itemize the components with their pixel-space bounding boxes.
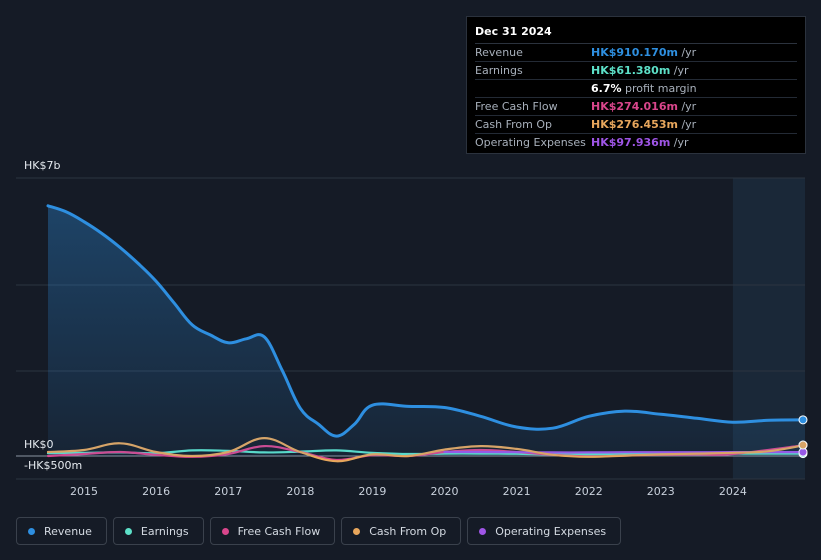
legend-dot-icon (28, 527, 35, 535)
legend-dot-icon (124, 527, 132, 535)
tooltip-row-label: Cash From Op (475, 118, 553, 131)
x-tick-2018: 2018 (286, 485, 314, 498)
series-lines (46, 204, 808, 463)
legend-dot-icon (479, 527, 487, 535)
tooltip-row-label (475, 80, 591, 97)
x-tick-2015: 2015 (70, 485, 98, 498)
x-axis: 2015 2016 2017 2018 2019 2020 2021 2022 2023 2024 (70, 485, 747, 498)
tooltip-row-label: Revenue (475, 46, 523, 59)
tooltip-row-value: 6.7% profit margin (591, 82, 697, 95)
legend-item-operating-expenses[interactable]: Operating Expenses (467, 517, 622, 545)
x-tick-2017: 2017 (214, 485, 242, 498)
legend-label: Operating Expenses (495, 524, 607, 538)
data-tooltip: Dec 31 2024 Revenue HK$910.170m /yr Earnin… (466, 16, 806, 154)
tooltip-row: Operating Expenses HK$97.936m /yr (475, 134, 797, 151)
tooltip-row-value: HK$274.016m /yr (591, 100, 697, 113)
legend-label: Revenue (44, 524, 92, 538)
legend-dot-icon (353, 527, 361, 535)
tooltip-row: Earnings HK$61.380m /yr (475, 62, 797, 80)
tooltip-row: Free Cash Flow HK$274.016m /yr (475, 98, 797, 116)
legend-item-earnings[interactable]: Earnings (112, 517, 204, 545)
x-tick-2016: 2016 (142, 485, 170, 498)
y-axis-label-zero: HK$0 (24, 438, 54, 451)
tooltip-row-label: Earnings (475, 64, 523, 77)
tooltip-row-value: HK$910.170m /yr (591, 46, 697, 59)
legend-label: Earnings (140, 524, 189, 538)
tooltip-row-value: HK$276.453m /yr (591, 118, 697, 131)
tooltip-row-label: Operating Expenses (475, 136, 586, 149)
revenue-end-marker (798, 415, 808, 425)
legend-item-revenue[interactable]: Revenue (16, 517, 107, 545)
tooltip-row: Cash From Op HK$276.453m /yr (475, 116, 797, 134)
y-axis-label-bottom: -HK$500m (24, 459, 83, 472)
revenue-line (46, 204, 807, 438)
x-tick-2020: 2020 (431, 485, 459, 498)
x-tick-2021: 2021 (503, 485, 531, 498)
legend-dot-icon (221, 527, 229, 535)
tooltip-row: Revenue HK$910.170m /yr (475, 44, 797, 62)
x-tick-2019: 2019 (358, 485, 386, 498)
legend-item-free-cash-flow[interactable]: Free Cash Flow (209, 517, 336, 545)
x-tick-2023: 2023 (647, 485, 675, 498)
x-tick-2022: 2022 (575, 485, 603, 498)
y-axis-label-top: HK$7b (24, 159, 61, 172)
tooltip-row-label: Free Cash Flow (475, 100, 558, 113)
tooltip-date: Dec 31 2024 (475, 23, 797, 44)
legend-label: Free Cash Flow (237, 524, 321, 538)
x-tick-2024: 2024 (719, 485, 747, 498)
legend-item-cash-from-op[interactable]: Cash From Op (341, 517, 462, 545)
tooltip-row-value: HK$97.936m /yr (591, 136, 689, 149)
tooltip-row: 6.7% profit margin (475, 80, 797, 98)
revenue-area (48, 205, 805, 456)
legend-label: Cash From Op (369, 524, 447, 538)
tooltip-row-value: HK$61.380m /yr (591, 64, 689, 77)
legend: Revenue Earnings Free Cash Flow Cash From O… (16, 517, 622, 545)
